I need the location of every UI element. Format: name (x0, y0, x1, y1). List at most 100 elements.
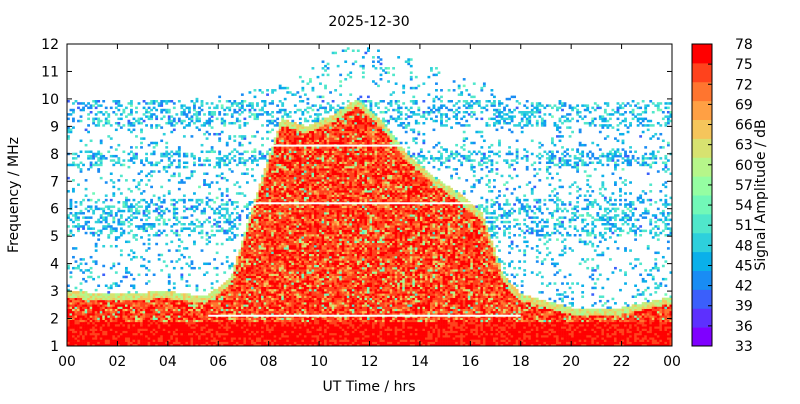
heatmap-cell (238, 273, 242, 277)
heatmap-cell (210, 297, 214, 301)
heatmap-cell (89, 150, 93, 154)
heatmap-cell (286, 326, 290, 329)
heatmap-cell (167, 152, 171, 156)
heatmap-cell (82, 324, 85, 327)
heatmap-cell (258, 288, 262, 292)
heatmap-cell (238, 253, 242, 257)
heatmap-cell (286, 275, 290, 279)
heatmap-cell (276, 247, 280, 250)
heatmap-cell (291, 165, 295, 169)
heatmap-cell (288, 258, 292, 261)
heatmap-cell (245, 236, 249, 239)
heatmap-cell (157, 198, 161, 202)
heatmap-cell (79, 209, 83, 213)
heatmap-cell (273, 209, 277, 213)
heatmap-cell (200, 150, 204, 154)
heatmap-cell (150, 317, 154, 320)
heatmap-cell (286, 198, 290, 202)
heatmap-cell (271, 262, 275, 266)
heatmap-cell (127, 253, 131, 257)
heatmap-cell (97, 100, 101, 103)
heatmap-cell (69, 332, 73, 336)
heatmap-cell (162, 335, 166, 338)
heatmap-cell (271, 148, 275, 151)
heatmap-cell (130, 330, 133, 334)
heatmap-cell (220, 319, 224, 323)
heatmap-cell (230, 238, 234, 241)
heatmap-cell (160, 152, 164, 156)
heatmap-cell (288, 251, 292, 255)
heatmap-cell (200, 343, 204, 347)
heatmap-cell (256, 306, 259, 309)
heatmap-cell (119, 319, 123, 323)
heatmap-cell (286, 321, 290, 325)
heatmap-cell (235, 330, 239, 334)
heatmap-cell (263, 297, 267, 301)
heatmap-cell (281, 207, 285, 211)
heatmap-cell (291, 282, 295, 285)
heatmap-cell (288, 154, 292, 158)
heatmap-cell (253, 308, 257, 312)
heatmap-cell (268, 302, 272, 305)
heatmap-cell (233, 139, 237, 143)
heatmap-cell (248, 273, 252, 277)
heatmap-cell (288, 115, 292, 118)
heatmap-cell (84, 280, 88, 283)
heatmap-cell (198, 324, 201, 327)
heatmap-cell (152, 326, 156, 329)
heatmap-cell (185, 297, 189, 301)
heatmap-cell (114, 121, 118, 125)
heatmap-cell (112, 220, 116, 224)
heatmap-cell (142, 302, 146, 305)
heatmap-cell (177, 154, 181, 158)
heatmap-cell (117, 209, 121, 213)
heatmap-cell (213, 335, 217, 338)
heatmap-cell (69, 128, 73, 132)
heatmap-cell (225, 337, 229, 340)
heatmap-cell (258, 231, 262, 235)
heatmap-cell (273, 137, 277, 140)
heatmap-cell (243, 330, 247, 334)
heatmap-cell (82, 271, 85, 274)
heatmap-cell (67, 214, 70, 217)
heatmap-cell (97, 150, 101, 154)
heatmap-cell (273, 277, 277, 281)
heatmap-cell (261, 330, 264, 334)
heatmap-cell (286, 146, 290, 149)
heatmap-cell (142, 328, 146, 331)
heatmap-cell (127, 315, 131, 318)
heatmap-cell (193, 154, 196, 158)
heatmap-cell (218, 291, 222, 294)
heatmap-cell (210, 150, 214, 154)
heatmap-cell (172, 326, 176, 329)
heatmap-cell (82, 225, 85, 228)
heatmap-cell (230, 282, 234, 285)
heatmap-cell (87, 339, 90, 342)
heatmap-cell (77, 218, 80, 222)
heatmap-cell (288, 190, 292, 193)
heatmap-cell (99, 310, 103, 314)
heatmap-cell (243, 324, 247, 327)
heatmap-cell (157, 308, 161, 312)
heatmap-cell (278, 86, 282, 90)
heatmap-cell (240, 152, 244, 156)
heatmap-cell (248, 326, 252, 329)
heatmap-cell (79, 339, 83, 342)
heatmap-cell (180, 313, 184, 316)
heatmap-cell (198, 321, 201, 325)
heatmap-cell (268, 130, 272, 134)
heatmap-cell (185, 315, 189, 318)
heatmap-cell (258, 216, 262, 219)
heatmap-cell (200, 225, 204, 228)
heatmap-cell (67, 128, 70, 132)
heatmap-cell (266, 231, 269, 235)
heatmap-cell (203, 159, 206, 162)
heatmap-cell (271, 154, 275, 158)
heatmap-cell (273, 148, 277, 151)
heatmap-cell (228, 291, 232, 294)
heatmap-cell (261, 269, 264, 272)
heatmap-cell (190, 220, 194, 224)
heatmap-cell (245, 326, 249, 329)
heatmap-cell (112, 306, 116, 309)
heatmap-cell (223, 343, 227, 347)
